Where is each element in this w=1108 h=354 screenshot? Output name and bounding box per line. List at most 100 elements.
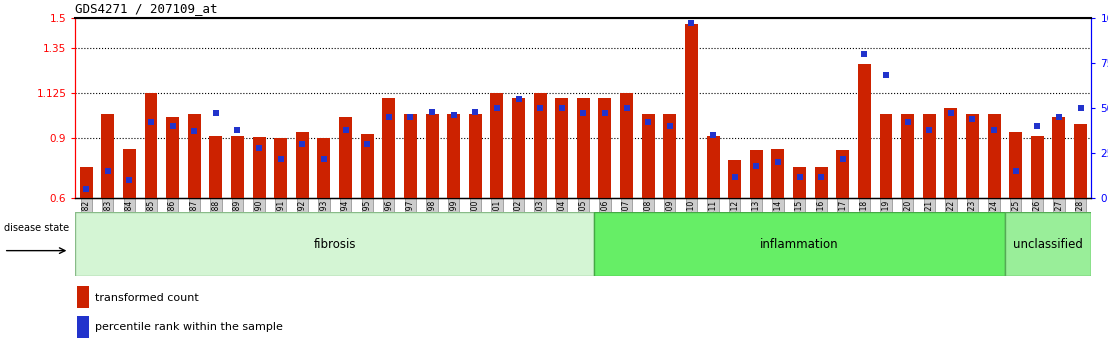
- Bar: [1053, 117, 1066, 198]
- Point: [985, 127, 1003, 132]
- Point: [748, 163, 766, 169]
- Bar: [555, 98, 568, 198]
- Bar: [594, 212, 1005, 276]
- Point: [596, 110, 614, 116]
- Bar: [577, 98, 589, 198]
- Bar: [966, 114, 979, 198]
- Point: [878, 73, 895, 78]
- Bar: [491, 93, 503, 198]
- Bar: [814, 167, 828, 198]
- Point: [250, 145, 268, 150]
- Bar: [707, 136, 719, 198]
- Point: [574, 110, 592, 116]
- Text: disease state: disease state: [3, 223, 69, 233]
- Point: [121, 177, 138, 183]
- Bar: [880, 114, 893, 198]
- Bar: [404, 114, 417, 198]
- Point: [1071, 105, 1089, 111]
- Point: [705, 132, 722, 138]
- Point: [164, 123, 182, 129]
- Point: [791, 174, 809, 179]
- Point: [358, 141, 376, 147]
- Bar: [78, 316, 89, 338]
- Bar: [1009, 132, 1023, 198]
- Point: [444, 112, 462, 118]
- Point: [488, 105, 505, 111]
- Point: [1028, 123, 1046, 129]
- Point: [531, 105, 548, 111]
- Bar: [534, 93, 546, 198]
- Text: transformed count: transformed count: [95, 292, 198, 303]
- Point: [99, 168, 116, 174]
- Bar: [1005, 212, 1091, 276]
- Bar: [750, 150, 762, 198]
- Bar: [339, 117, 352, 198]
- Point: [661, 123, 679, 129]
- Point: [423, 109, 441, 114]
- Point: [78, 187, 95, 192]
- Point: [1007, 168, 1025, 174]
- Bar: [123, 149, 136, 198]
- Bar: [728, 160, 741, 198]
- Text: GDS4271 / 207109_at: GDS4271 / 207109_at: [75, 2, 218, 15]
- Text: inflammation: inflammation: [760, 238, 839, 251]
- Bar: [78, 286, 89, 308]
- Point: [726, 174, 743, 179]
- Point: [834, 156, 852, 161]
- Bar: [987, 114, 1001, 198]
- Bar: [382, 98, 396, 198]
- Bar: [209, 136, 223, 198]
- Bar: [620, 93, 633, 198]
- Bar: [1074, 124, 1087, 198]
- Bar: [230, 136, 244, 198]
- Bar: [166, 117, 179, 198]
- Bar: [837, 150, 849, 198]
- Point: [401, 114, 419, 120]
- Point: [466, 109, 484, 114]
- Point: [271, 156, 289, 161]
- Bar: [923, 114, 936, 198]
- Point: [769, 159, 787, 165]
- Bar: [448, 114, 460, 198]
- Bar: [296, 132, 309, 198]
- Point: [185, 129, 203, 134]
- Point: [942, 110, 960, 116]
- Bar: [685, 24, 698, 198]
- Bar: [253, 137, 266, 198]
- Point: [921, 127, 938, 132]
- Bar: [598, 98, 612, 198]
- Bar: [1030, 136, 1044, 198]
- Text: percentile rank within the sample: percentile rank within the sample: [95, 322, 283, 332]
- Bar: [318, 138, 330, 198]
- Bar: [469, 114, 482, 198]
- Bar: [664, 114, 676, 198]
- Point: [337, 127, 355, 132]
- Point: [207, 110, 225, 116]
- Bar: [80, 167, 93, 198]
- Bar: [858, 64, 871, 198]
- Point: [683, 20, 700, 26]
- Point: [380, 114, 398, 120]
- Point: [899, 120, 916, 125]
- Bar: [187, 114, 201, 198]
- Text: fibrosis: fibrosis: [314, 238, 356, 251]
- Point: [964, 116, 982, 122]
- Bar: [642, 114, 655, 198]
- Bar: [901, 114, 914, 198]
- Text: unclassified: unclassified: [1013, 238, 1084, 251]
- Bar: [274, 138, 287, 198]
- Point: [142, 120, 160, 125]
- Point: [855, 51, 873, 57]
- Point: [553, 105, 571, 111]
- Point: [228, 127, 246, 132]
- Point: [618, 105, 636, 111]
- Bar: [75, 212, 594, 276]
- Point: [812, 174, 830, 179]
- Bar: [101, 114, 114, 198]
- Bar: [793, 167, 806, 198]
- Bar: [512, 98, 525, 198]
- Point: [510, 96, 527, 102]
- Point: [639, 120, 657, 125]
- Bar: [361, 134, 373, 198]
- Bar: [425, 114, 439, 198]
